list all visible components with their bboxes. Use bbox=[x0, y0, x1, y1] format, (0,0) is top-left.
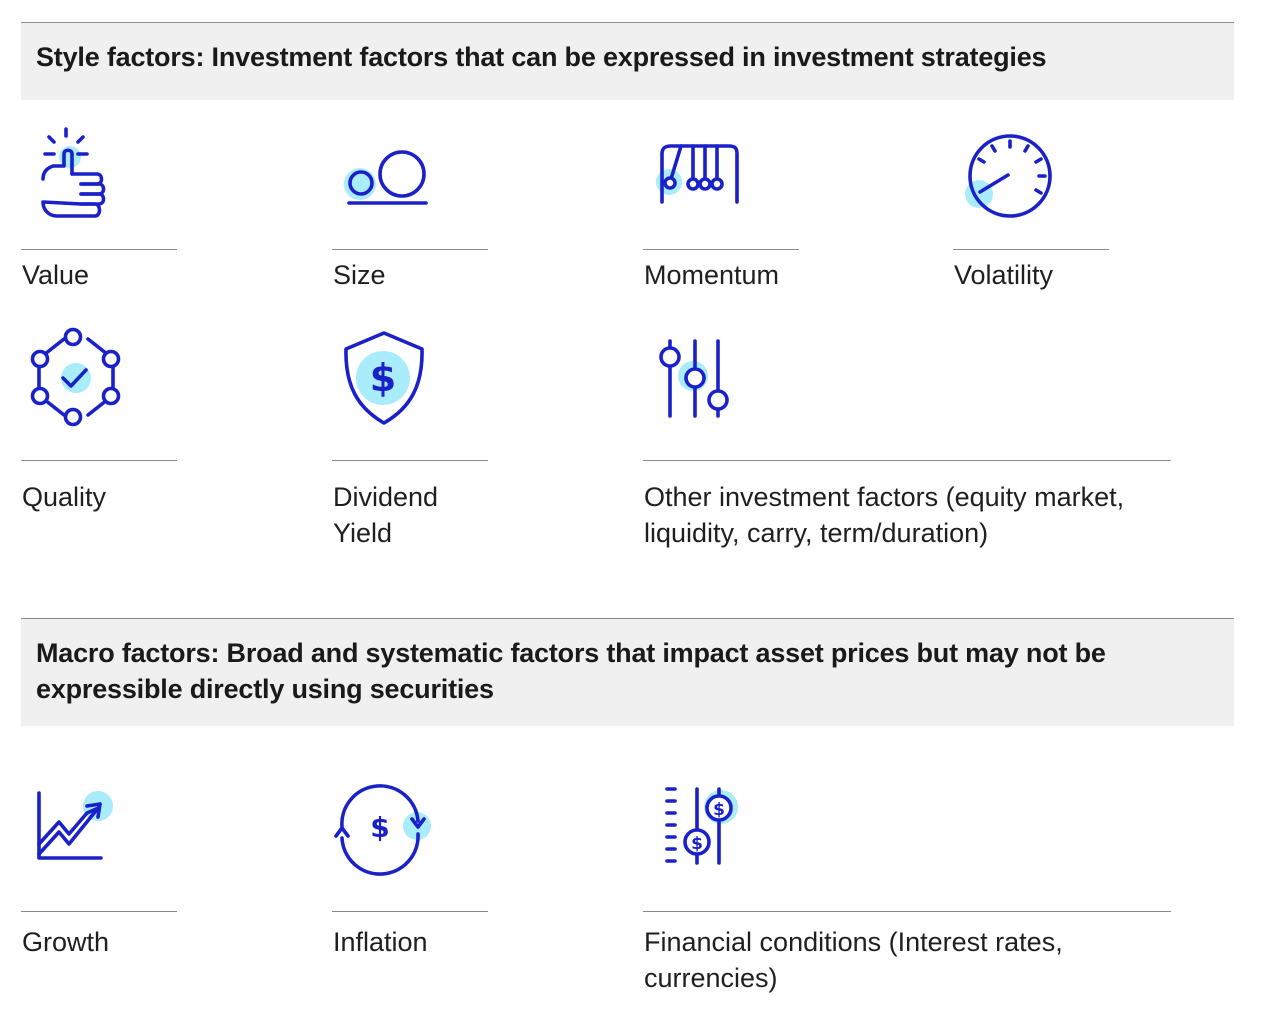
speedometer-icon bbox=[965, 134, 1052, 218]
factor-label: Dividend Yield bbox=[333, 482, 439, 548]
divider bbox=[332, 911, 488, 912]
slider-controls-icon bbox=[659, 339, 729, 418]
divider bbox=[643, 249, 799, 250]
style-factors-header: Style factors: Investment factors that c… bbox=[21, 22, 1234, 100]
divider bbox=[21, 249, 177, 250]
divider bbox=[332, 249, 488, 250]
factor-label: Size bbox=[333, 260, 386, 290]
divider bbox=[21, 911, 177, 912]
size-circles-icon bbox=[344, 150, 428, 205]
factor-label: Inflation bbox=[333, 927, 428, 957]
divider bbox=[643, 460, 1171, 461]
factor-label: Value bbox=[22, 260, 90, 290]
factor-label: Financial conditions (Interest rates, cu… bbox=[644, 927, 1063, 993]
svg-text:$: $ bbox=[713, 800, 725, 820]
network-check-icon bbox=[30, 327, 121, 427]
divider bbox=[21, 460, 177, 461]
dollar-shield-icon: $ bbox=[344, 331, 424, 425]
factor-label: Momentum bbox=[644, 260, 780, 290]
factor-label: Other investment factors (equity market,… bbox=[644, 482, 1125, 548]
divider bbox=[332, 460, 488, 461]
svg-text:$: $ bbox=[370, 356, 396, 400]
macro-factors-header: Macro factors: Broad and systematic fact… bbox=[21, 618, 1234, 726]
macro-factors-title: Macro factors: Broad and systematic fact… bbox=[36, 638, 1106, 704]
factor-label: Volatility bbox=[954, 260, 1054, 290]
factor-label: Quality bbox=[22, 482, 107, 512]
svg-text:$: $ bbox=[691, 834, 703, 854]
style-factors-title: Style factors: Investment factors that c… bbox=[36, 42, 1047, 72]
factor-label: Growth bbox=[22, 927, 110, 957]
dollar-cycle-icon: $ bbox=[334, 784, 431, 876]
dollar-sliders-icon: $ $ bbox=[665, 787, 738, 865]
newtons-cradle-icon bbox=[656, 144, 739, 204]
thumbs-up-icon bbox=[41, 127, 106, 218]
svg-text:$: $ bbox=[370, 811, 389, 844]
divider bbox=[643, 911, 1171, 912]
growth-chart-icon bbox=[37, 791, 113, 860]
divider bbox=[953, 249, 1109, 250]
